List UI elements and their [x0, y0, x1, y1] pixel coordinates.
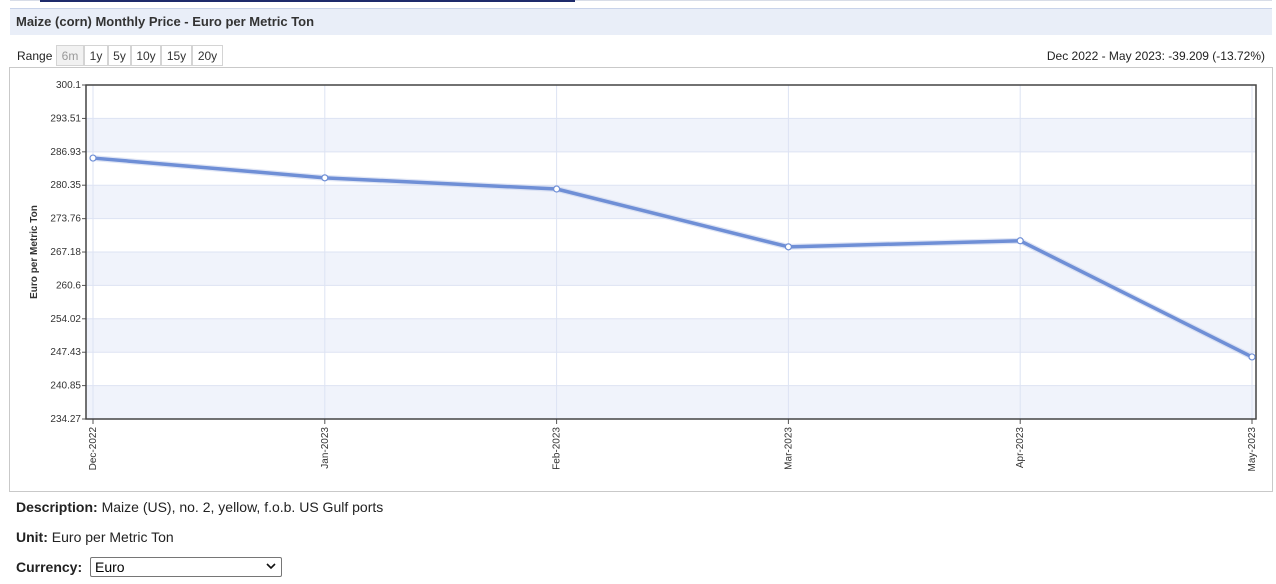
range-button-15y[interactable]: 15y — [161, 45, 192, 66]
y-tick-label: 286.93 — [50, 147, 81, 158]
range-label: Range — [17, 49, 53, 63]
data-point — [1016, 237, 1024, 245]
x-tick-label: Feb-2023 — [552, 427, 563, 470]
y-tick-label: 240.85 — [50, 381, 81, 392]
currency-select[interactable]: Euro — [90, 557, 282, 577]
range-button-20y[interactable]: 20y — [192, 45, 223, 66]
y-tick-label: 280.35 — [50, 180, 81, 191]
plot-band — [86, 252, 1256, 286]
x-tick-label: Jan-2023 — [320, 427, 331, 469]
price-line-chart: 234.27 240.85 247.43 254.02 260.6 267.18 273.7… — [29, 80, 1258, 472]
plot-band — [86, 385, 1256, 419]
plot-band — [86, 185, 1256, 219]
range-button-1y[interactable]: 1y — [84, 45, 108, 66]
description-label: Description: — [16, 499, 98, 515]
y-tick-label: 254.02 — [50, 314, 81, 325]
range-button-10y[interactable]: 10y — [131, 45, 161, 66]
chevron-down-icon — [266, 563, 276, 570]
y-tick-label: 247.43 — [50, 347, 81, 358]
x-tick-label: Apr-2023 — [1015, 427, 1026, 469]
unit-value: Euro per Metric Ton — [51, 529, 174, 545]
y-tick-label: 300.1 — [56, 80, 81, 91]
currency-selected-value: Euro — [95, 559, 125, 575]
currency-label: Currency: — [16, 559, 83, 575]
y-axis-title: Euro per Metric Ton — [29, 205, 40, 299]
y-tick-label: 234.27 — [50, 414, 81, 425]
y-tick-label: 273.76 — [50, 214, 81, 225]
description-row: Description: Maize (US), no. 2, yellow, … — [16, 499, 383, 515]
data-point — [89, 154, 97, 162]
plot-band — [86, 118, 1256, 152]
series-line — [92, 156, 1253, 359]
unit-label: Unit: — [16, 529, 48, 545]
x-tick-label: Mar-2023 — [783, 427, 794, 470]
plot-frame — [85, 84, 1257, 420]
range-button-5y[interactable]: 5y — [108, 45, 131, 66]
change-summary: Dec 2022 - May 2023: -39.209 (-13.72%) — [1046, 49, 1265, 63]
top-accent-bar — [40, 0, 575, 2]
chart-container: 234.27 240.85 247.43 254.02 260.6 267.18 273.7… — [9, 67, 1273, 492]
x-tick-label: Dec-2022 — [88, 427, 99, 471]
top-divider — [10, 0, 1272, 1]
data-point — [784, 243, 793, 251]
y-tick-label: 293.51 — [50, 113, 81, 124]
currency-row: Currency: — [16, 559, 82, 575]
range-button-6m[interactable]: 6m — [56, 45, 84, 66]
unit-row: Unit: Euro per Metric Ton — [16, 529, 174, 545]
plot-band — [86, 318, 1256, 353]
page-title: Maize (corn) Monthly Price - Euro per Me… — [10, 8, 1272, 35]
data-point — [552, 185, 561, 193]
description-value: Maize (US), no. 2, yellow, f.o.b. US Gul… — [101, 499, 384, 515]
data-point — [321, 174, 329, 182]
y-tick-label: 260.6 — [56, 280, 81, 291]
x-tick-label: May-2023 — [1247, 427, 1258, 472]
data-point — [1248, 353, 1256, 361]
y-tick-label: 267.18 — [50, 247, 81, 258]
